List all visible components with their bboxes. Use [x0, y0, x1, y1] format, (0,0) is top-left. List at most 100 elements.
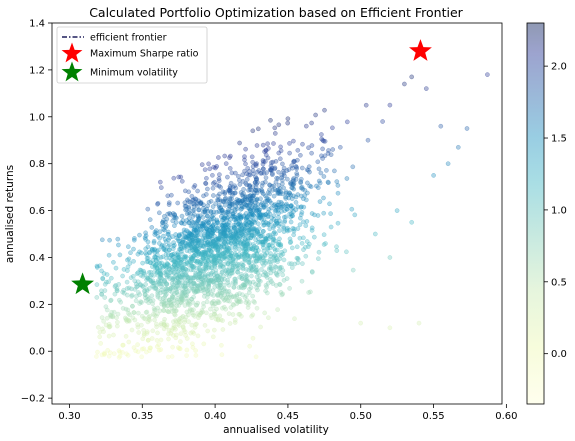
portfolio-point: [221, 199, 227, 204]
portfolio-point: [277, 256, 283, 262]
portfolio-point: [250, 128, 256, 134]
portfolio-point: [276, 211, 281, 216]
portfolio-point: [138, 282, 144, 288]
portfolio-point: [189, 237, 195, 242]
portfolio-point: [223, 246, 229, 252]
portfolio-point: [251, 233, 256, 239]
portfolio-point: [254, 190, 260, 196]
portfolio-point: [192, 244, 197, 250]
portfolio-point: [200, 285, 205, 290]
portfolio-point: [248, 235, 254, 240]
portfolio-point: [167, 242, 172, 247]
portfolio-point: [199, 251, 205, 256]
portfolio-point: [217, 275, 222, 281]
portfolio-point: [193, 272, 198, 278]
portfolio-point: [164, 282, 170, 287]
portfolio-point: [161, 307, 166, 313]
portfolio-point: [232, 183, 237, 189]
portfolio-point: [255, 205, 260, 211]
portfolio-point: [242, 224, 248, 230]
y-tick-label: 0.0: [29, 347, 45, 358]
portfolio-point: [226, 188, 232, 194]
portfolio-point: [154, 258, 159, 263]
portfolio-point: [170, 277, 175, 283]
portfolio-point: [155, 294, 161, 300]
portfolio-point: [237, 296, 242, 302]
portfolio-point: [255, 231, 261, 237]
portfolio-point: [171, 282, 176, 288]
portfolio-point: [246, 230, 251, 236]
portfolio-point: [290, 185, 295, 191]
portfolio-point: [281, 225, 287, 231]
portfolio-point: [238, 239, 244, 245]
portfolio-point: [162, 295, 167, 300]
portfolio-point: [187, 263, 192, 268]
portfolio-point: [111, 309, 117, 315]
portfolio-point: [254, 208, 259, 214]
portfolio-point: [179, 267, 184, 273]
portfolio-point: [194, 220, 200, 225]
x-tick-label: 0.60: [495, 411, 517, 422]
portfolio-point: [266, 315, 271, 321]
portfolio-point: [225, 227, 231, 233]
colorbar-ticks: 0.00.51.01.52.0: [544, 62, 567, 360]
portfolio-point: [223, 295, 229, 301]
portfolio-point: [248, 268, 254, 274]
portfolio-point: [266, 146, 271, 151]
portfolio-point: [203, 237, 208, 243]
portfolio-point: [317, 199, 323, 204]
portfolio-point: [282, 248, 288, 254]
portfolio-point: [256, 168, 262, 173]
portfolio-point: [289, 185, 295, 191]
portfolio-point: [179, 246, 185, 252]
portfolio-point: [205, 230, 211, 236]
portfolio-point: [98, 341, 104, 346]
portfolio-point: [196, 217, 201, 223]
portfolio-point: [242, 295, 248, 300]
portfolio-point: [231, 222, 237, 228]
portfolio-point: [194, 239, 200, 244]
portfolio-point: [158, 275, 164, 280]
portfolio-point: [253, 267, 259, 273]
portfolio-point: [274, 221, 280, 226]
portfolio-point: [226, 273, 232, 279]
portfolio-point: [180, 280, 186, 285]
portfolio-point: [178, 245, 184, 250]
portfolio-point: [215, 278, 221, 283]
portfolio-point: [254, 255, 260, 261]
portfolio-point: [165, 309, 171, 315]
portfolio-point: [143, 250, 148, 256]
portfolio-point: [204, 299, 210, 305]
portfolio-point: [194, 283, 200, 289]
portfolio-point: [196, 238, 201, 243]
portfolio-point: [322, 107, 327, 113]
portfolio-point: [230, 312, 236, 317]
portfolio-point: [125, 352, 131, 358]
portfolio-point: [244, 277, 249, 283]
portfolio-point: [234, 263, 240, 269]
portfolio-point: [215, 252, 220, 258]
portfolio-point: [201, 206, 206, 211]
portfolio-point: [139, 250, 144, 256]
portfolio-point: [232, 320, 238, 325]
portfolio-point: [172, 270, 177, 275]
portfolio-point: [258, 213, 264, 219]
portfolio-point: [271, 254, 277, 260]
portfolio-point: [179, 213, 185, 219]
portfolio-point: [193, 353, 199, 358]
portfolio-point: [298, 179, 304, 185]
portfolio-point: [235, 237, 241, 242]
portfolio-point: [216, 243, 222, 248]
portfolio-point: [104, 315, 110, 321]
portfolio-point: [190, 238, 196, 243]
portfolio-point: [103, 304, 109, 310]
portfolio-point: [230, 214, 236, 219]
portfolio-point: [214, 182, 220, 188]
portfolio-point: [107, 350, 113, 356]
portfolio-point: [267, 187, 272, 193]
portfolio-point: [191, 227, 197, 233]
portfolio-point: [228, 253, 233, 258]
portfolio-point: [144, 288, 150, 294]
portfolio-point: [253, 205, 258, 210]
portfolio-point: [210, 172, 215, 178]
